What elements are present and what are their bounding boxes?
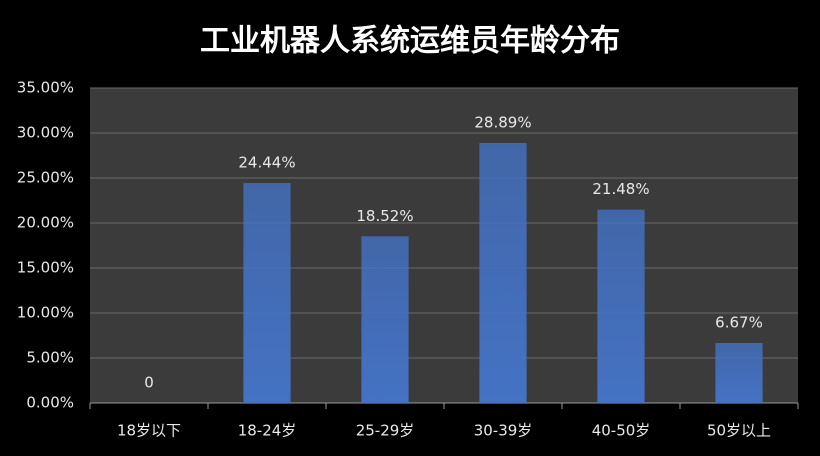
bar xyxy=(597,209,645,403)
y-tick-label: 25.00% xyxy=(17,169,74,187)
x-tick-label: 40-50岁 xyxy=(592,422,651,440)
chart-title: 工业机器人系统运维员年龄分布 xyxy=(200,24,620,59)
y-tick-label: 20.00% xyxy=(17,214,74,232)
value-label: 6.67% xyxy=(715,313,763,331)
y-tick-label: 0.00% xyxy=(26,394,74,412)
bar xyxy=(715,342,763,403)
y-tick-label: 35.00% xyxy=(17,79,74,97)
value-label: 24.44% xyxy=(238,154,295,172)
value-label: 18.52% xyxy=(356,207,413,225)
value-label: 0 xyxy=(144,374,154,392)
x-tick-label: 50岁以上 xyxy=(707,422,771,440)
bar xyxy=(479,142,527,404)
x-tick-label: 18-24岁 xyxy=(238,422,297,440)
bar xyxy=(243,183,291,403)
x-tick-label: 18岁以下 xyxy=(117,422,181,440)
y-tick-label: 30.00% xyxy=(17,124,74,142)
value-label: 28.89% xyxy=(474,113,531,131)
y-tick-label: 10.00% xyxy=(17,304,74,322)
plot-area xyxy=(90,88,798,403)
y-tick-label: 5.00% xyxy=(26,349,74,367)
value-label: 21.48% xyxy=(592,180,649,198)
y-tick-label: 15.00% xyxy=(17,259,74,277)
x-tick-label: 25-29岁 xyxy=(356,422,415,440)
x-tick-label: 30-39岁 xyxy=(474,422,533,440)
bar xyxy=(361,236,409,403)
